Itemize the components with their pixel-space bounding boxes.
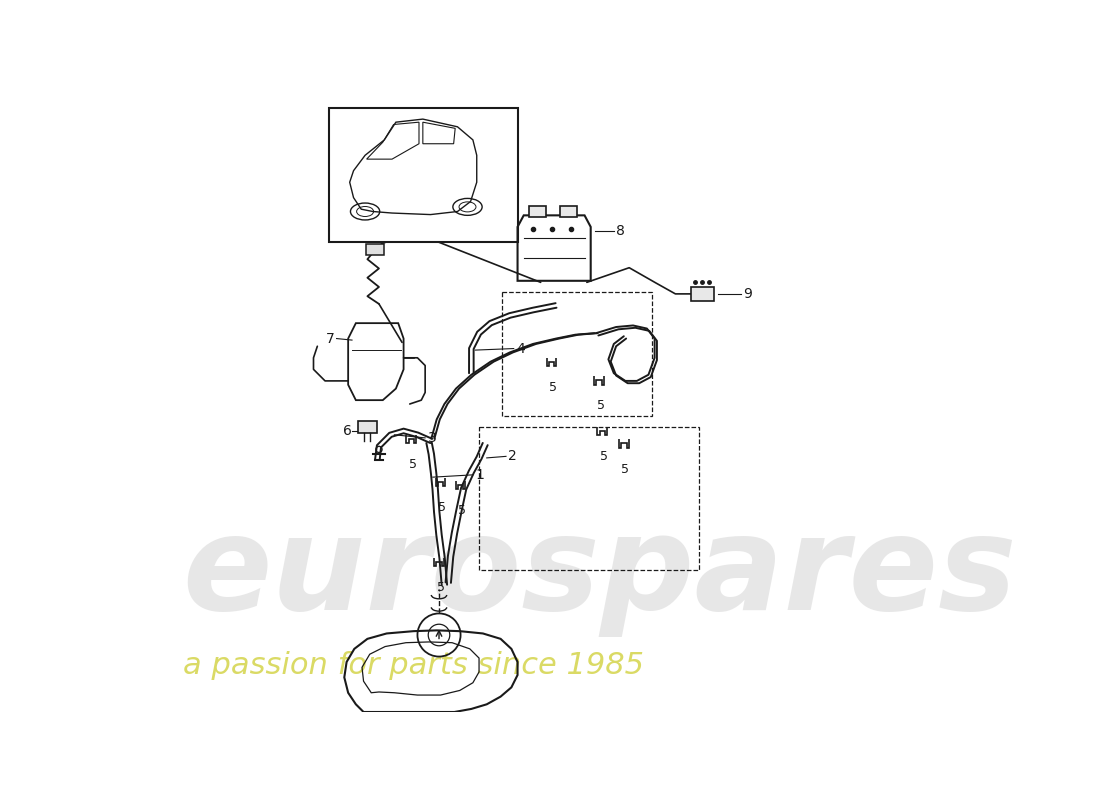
Bar: [502, 292, 652, 415]
Text: 1: 1: [475, 468, 484, 482]
Text: 3: 3: [428, 431, 437, 445]
Text: 5: 5: [409, 458, 417, 471]
Text: 5: 5: [549, 381, 557, 394]
Text: 2: 2: [508, 450, 517, 463]
Bar: [691, 287, 714, 301]
Text: 6: 6: [343, 424, 352, 438]
Text: 4: 4: [516, 342, 525, 355]
Text: 7: 7: [326, 331, 334, 346]
Bar: [359, 421, 376, 434]
Text: a passion for parts since 1985: a passion for parts since 1985: [183, 651, 644, 680]
Text: 5: 5: [438, 501, 447, 514]
Text: 9: 9: [744, 287, 752, 301]
Text: 5: 5: [621, 462, 629, 475]
Text: 5: 5: [437, 581, 444, 594]
Text: eurospares: eurospares: [183, 510, 1018, 637]
Text: 5: 5: [600, 450, 608, 463]
Bar: [560, 206, 576, 217]
Bar: [329, 107, 517, 242]
Bar: [480, 427, 698, 570]
Text: 5: 5: [458, 504, 466, 517]
Bar: [366, 244, 384, 254]
Bar: [529, 206, 546, 217]
Text: 8: 8: [616, 224, 625, 238]
Text: 5: 5: [596, 399, 605, 412]
